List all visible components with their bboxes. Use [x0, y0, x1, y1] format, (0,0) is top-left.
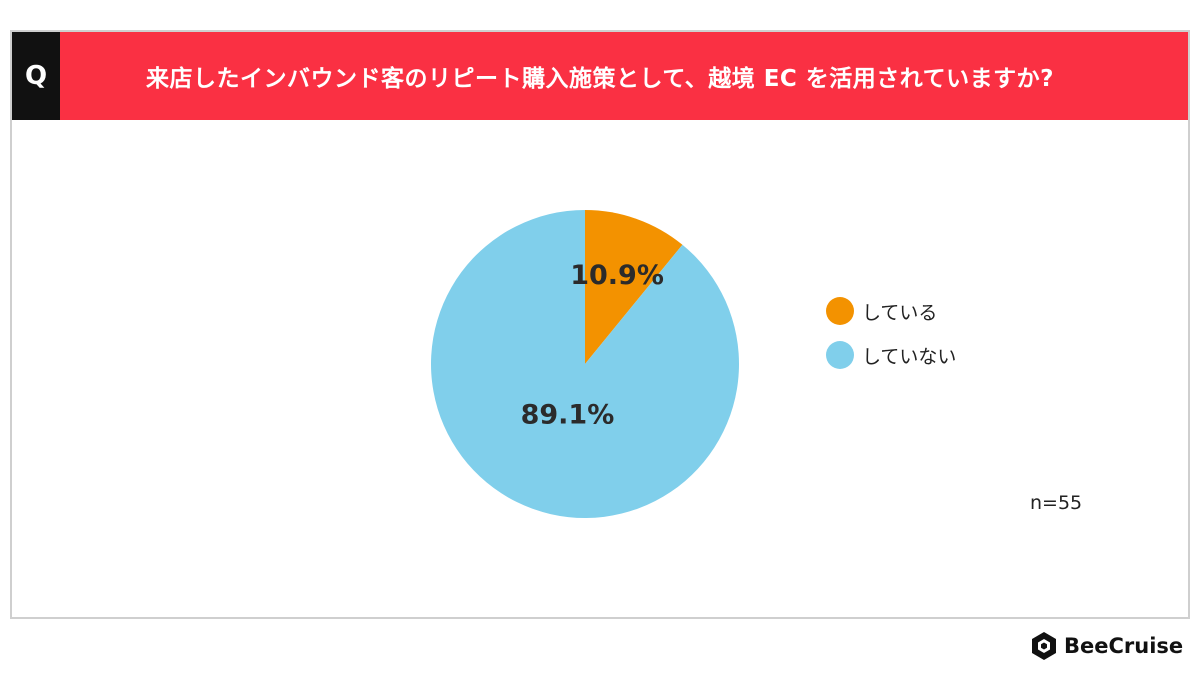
- legend-label-shiteinai: していない: [862, 345, 957, 368]
- chart-frame: Q 来店したインバウンド客のリピート購入施策として、越境 EC を活用されていま…: [10, 30, 1190, 619]
- question-text: 来店したインバウンド客のリピート購入施策として、越境 EC を活用されていますか…: [146, 66, 1054, 92]
- pie-slice-shiteiru: [585, 210, 683, 364]
- legend-swatch-shiteinai: [826, 341, 854, 369]
- legend-label-shiteiru: している: [862, 301, 938, 324]
- pie-slice-shiteinai: [431, 210, 740, 518]
- legend-item-shiteinai: していない: [826, 340, 956, 370]
- question-bar: Q 来店したインバウンド客のリピート購入施策として、越境 EC を活用されていま…: [12, 32, 1188, 120]
- legend: している していない: [826, 296, 956, 384]
- legend-swatch-shiteiru: [826, 297, 854, 325]
- pie-label-shiteiru: 10.9%: [570, 260, 664, 291]
- pie-label-shiteinai: 89.1%: [521, 399, 615, 430]
- sample-size-note: n=55: [1030, 492, 1083, 514]
- beecruise-logo-icon: [1032, 632, 1056, 660]
- brand-name: BeeCruise: [1064, 634, 1184, 658]
- legend-item-shiteiru: している: [826, 296, 956, 326]
- brand-logo: BeeCruise: [1030, 630, 1183, 662]
- question-badge: Q: [12, 32, 60, 120]
